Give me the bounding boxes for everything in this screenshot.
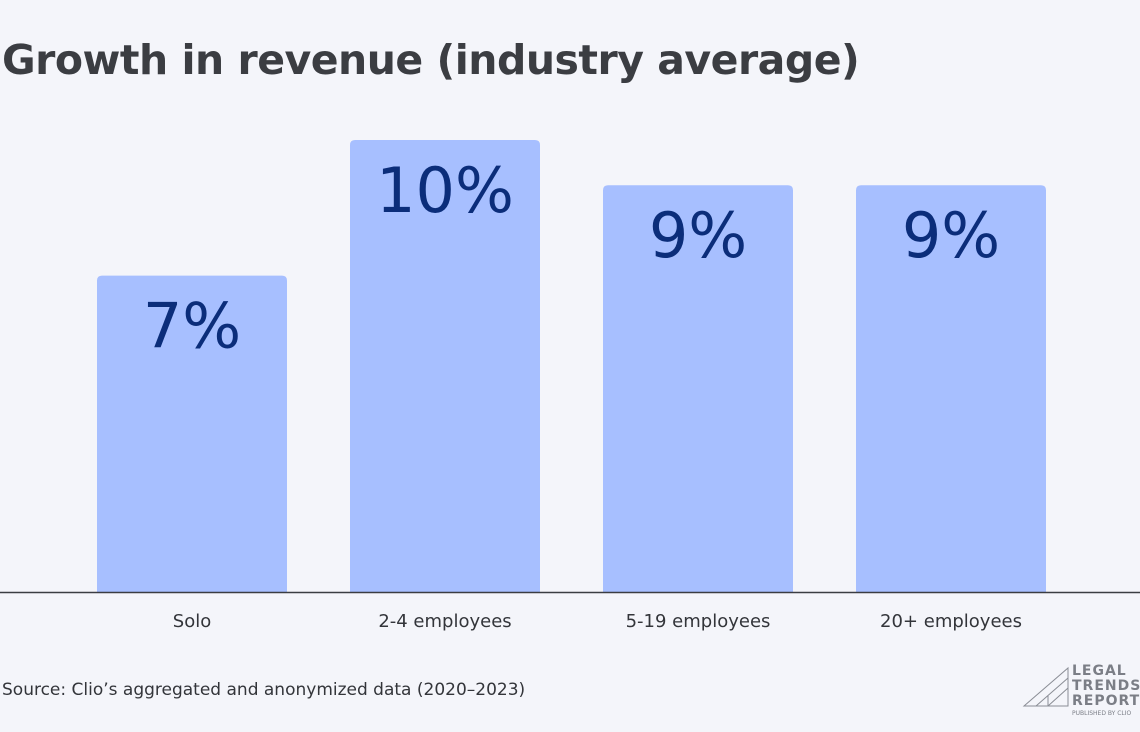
chart-title: Growth in revenue (industry average) [2,36,860,84]
data-label-3: 9% [902,199,1000,272]
logo-tagline: PUBLISHED BY CLIO [1072,710,1132,717]
data-label-0: 7% [143,290,241,363]
logo-line2: TRENDS [1072,678,1140,694]
category-label-2: 5-19 employees [626,611,771,632]
category-label-0: Solo [173,611,211,632]
logo-line3: REPORT [1072,693,1140,709]
category-label-3: 20+ employees [880,611,1022,632]
data-label-1: 10% [376,154,514,227]
legal-trends-report-logo: LEGAL TRENDS REPORT PUBLISHED BY CLIO [1022,662,1140,720]
data-label-2: 9% [649,199,747,272]
logo-triangle-icon [1022,666,1069,707]
bar-chart: 7% Solo 10% 2-4 employees 9% 5-19 employees 9%… [0,140,1140,632]
bar-3 [856,185,1046,592]
bar-0 [97,275,287,592]
bar-2 [603,185,793,592]
logo-line1: LEGAL [1072,663,1127,679]
category-label-1: 2-4 employees [378,611,511,632]
bar-1 [350,140,540,592]
source-note: Source: Clio’s aggregated and anonymized… [2,680,526,700]
